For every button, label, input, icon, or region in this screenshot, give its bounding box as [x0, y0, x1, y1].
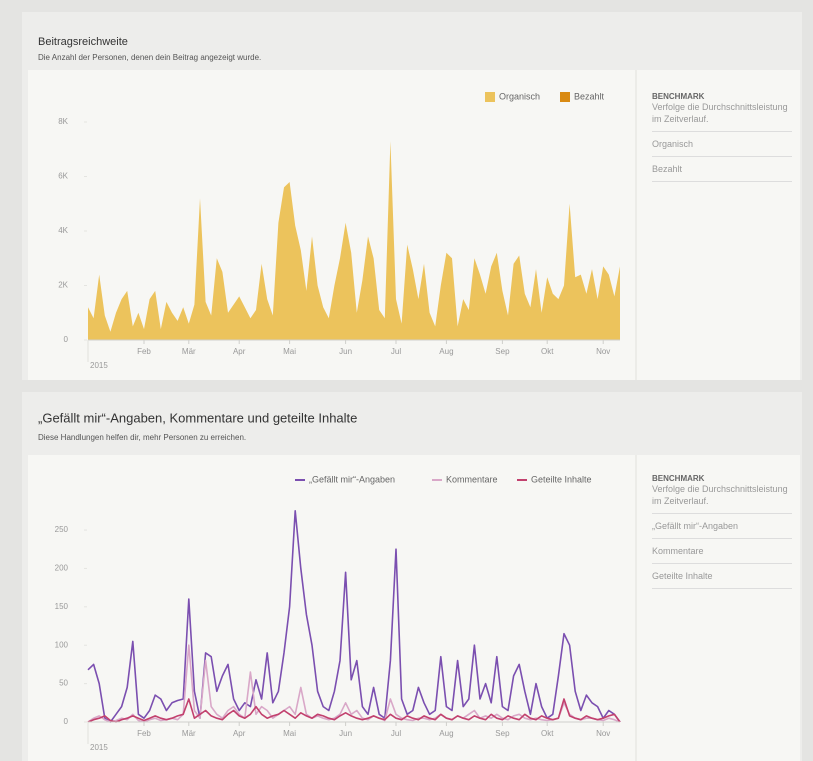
y-tick-label: 8K: [58, 117, 68, 126]
x-year-label: 2015: [90, 743, 108, 752]
benchmark-text: Verfolge die Durchschnittsleistung im Ze…: [652, 101, 792, 132]
benchmark-option[interactable]: Bezahlt: [652, 157, 792, 182]
y-tick-label: 250: [55, 525, 69, 534]
line: [87, 698, 621, 723]
x-tick-label: Okt: [541, 347, 554, 356]
x-tick-label: Mär: [182, 729, 196, 738]
x-tick-label: Okt: [541, 729, 554, 738]
x-tick-label: Jun: [339, 729, 352, 738]
legend-label: „Gefällt mir“-Angaben: [309, 474, 395, 484]
benchmark-heading: BENCHMARK: [652, 92, 705, 101]
chart-subtitle: Diese Handlungen helfen dir, mehr Person…: [38, 433, 246, 442]
x-tick-label: Nov: [596, 729, 610, 738]
x-tick-label: Aug: [439, 729, 453, 738]
x-tick-label: Jun: [339, 347, 352, 356]
x-tick-label: Apr: [233, 729, 246, 738]
y-tick-label: 150: [55, 602, 69, 611]
benchmark-sidebar: BENCHMARK Verfolge die Durchschnittsleist…: [652, 92, 792, 182]
benchmark-option[interactable]: Kommentare: [652, 539, 792, 564]
x-tick-label: Mai: [283, 729, 296, 738]
y-tick-label: 100: [55, 640, 69, 649]
y-tick-label: 200: [55, 564, 69, 573]
x-tick-label: Feb: [137, 347, 151, 356]
benchmark-sidebar: BENCHMARK Verfolge die Durchschnittsleist…: [652, 474, 792, 589]
x-tick-label: Sep: [495, 347, 510, 356]
y-tick-label: 6K: [58, 172, 68, 181]
y-tick-label: 50: [59, 679, 68, 688]
x-tick-label: Jul: [391, 347, 401, 356]
legend-label: Geteilte Inhalte: [531, 474, 592, 484]
benchmark-heading: BENCHMARK: [652, 474, 705, 483]
benchmark-text: Verfolge die Durchschnittsleistung im Ze…: [652, 483, 792, 514]
line: [87, 510, 621, 723]
legend-label: Kommentare: [446, 474, 498, 484]
benchmark-option[interactable]: „Gefällt mir“-Angaben: [652, 514, 792, 539]
y-tick-label: 4K: [58, 226, 68, 235]
y-tick-label: 2K: [58, 281, 68, 290]
x-tick-label: Nov: [596, 347, 610, 356]
y-tick-label: 0: [64, 717, 69, 726]
x-tick-label: Jul: [391, 729, 401, 738]
x-tick-label: Mai: [283, 347, 296, 356]
legend-swatch: [485, 92, 495, 102]
x-tick-label: Apr: [233, 347, 246, 356]
legend-swatch: [560, 92, 570, 102]
line: [87, 644, 621, 723]
x-tick-label: Feb: [137, 729, 151, 738]
x-tick-label: Sep: [495, 729, 510, 738]
x-year-label: 2015: [90, 361, 108, 370]
x-tick-label: Aug: [439, 347, 453, 356]
x-tick-label: Mär: [182, 347, 196, 356]
y-tick-label: 0: [64, 335, 69, 344]
legend-label: Organisch: [499, 91, 540, 101]
legend-label: Bezahlt: [574, 91, 605, 101]
chart-title: „Gefällt mir“-Angaben, Kommentare und ge…: [38, 410, 357, 425]
chart-title: Beitragsreichweite: [38, 36, 128, 48]
panel: [28, 455, 800, 761]
chart-subtitle: Die Anzahl der Personen, denen dein Beit…: [38, 53, 261, 62]
area: [88, 141, 620, 340]
benchmark-option[interactable]: Geteilte Inhalte: [652, 564, 792, 589]
benchmark-option[interactable]: Organisch: [652, 132, 792, 157]
